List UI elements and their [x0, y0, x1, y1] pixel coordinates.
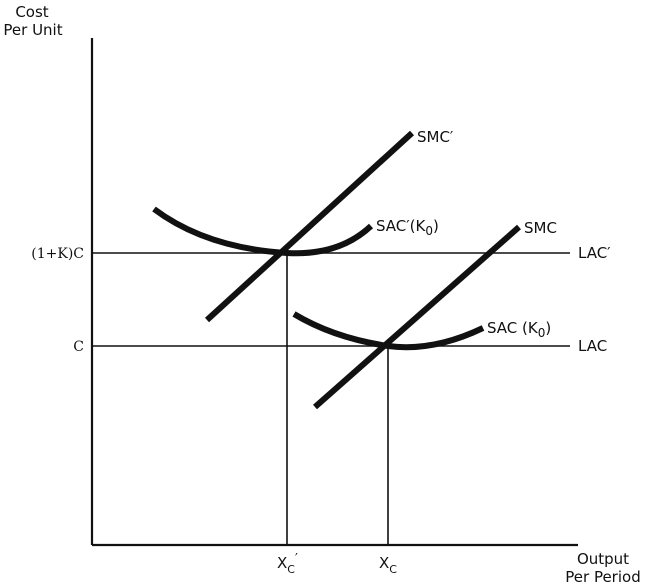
- x-tick-xc-main: X: [379, 554, 389, 572]
- sac-prime-label: SAC′(K0): [376, 217, 439, 238]
- x-tick-xc-prime-main: X: [277, 554, 287, 572]
- smc-prime-curve: [204, 130, 415, 323]
- sac-curve: [292, 311, 485, 351]
- sac-prime-curve: [152, 206, 374, 257]
- lac-prime-label: LAC′: [578, 244, 611, 262]
- sac-prime-label-sub: 0: [425, 224, 433, 238]
- y-axis-label-line1: Cost: [15, 3, 48, 21]
- sac-label-close: ): [545, 319, 551, 337]
- lac-label: LAC: [578, 337, 607, 355]
- x-tick-xc-sub: C: [389, 563, 397, 576]
- x-tick-xc-prime-mark: ′: [295, 552, 298, 567]
- x-axis-label-line2: Per Period: [565, 568, 640, 586]
- sac-prime-label-main: SAC′(K: [376, 217, 427, 235]
- smc-curve: [313, 224, 521, 410]
- y-tick-upper: (1+K)C: [31, 246, 84, 262]
- sac-label-sub: 0: [538, 326, 546, 340]
- sac-label-main: SAC (K: [487, 319, 539, 337]
- sac-label: SAC (K0): [487, 319, 551, 340]
- sac-prime-label-close: ): [433, 217, 439, 235]
- x-axis-label-line1: Output: [577, 550, 629, 568]
- y-axis-label-line2: Per Unit: [3, 21, 62, 39]
- smc-prime-label: SMC′: [417, 128, 454, 146]
- x-tick-xc: XC: [379, 554, 397, 576]
- x-tick-xc-prime: XC′: [277, 552, 298, 576]
- y-tick-lower: C: [73, 339, 84, 355]
- x-tick-xc-prime-sub: C: [287, 563, 295, 576]
- smc-label: SMC: [524, 219, 557, 237]
